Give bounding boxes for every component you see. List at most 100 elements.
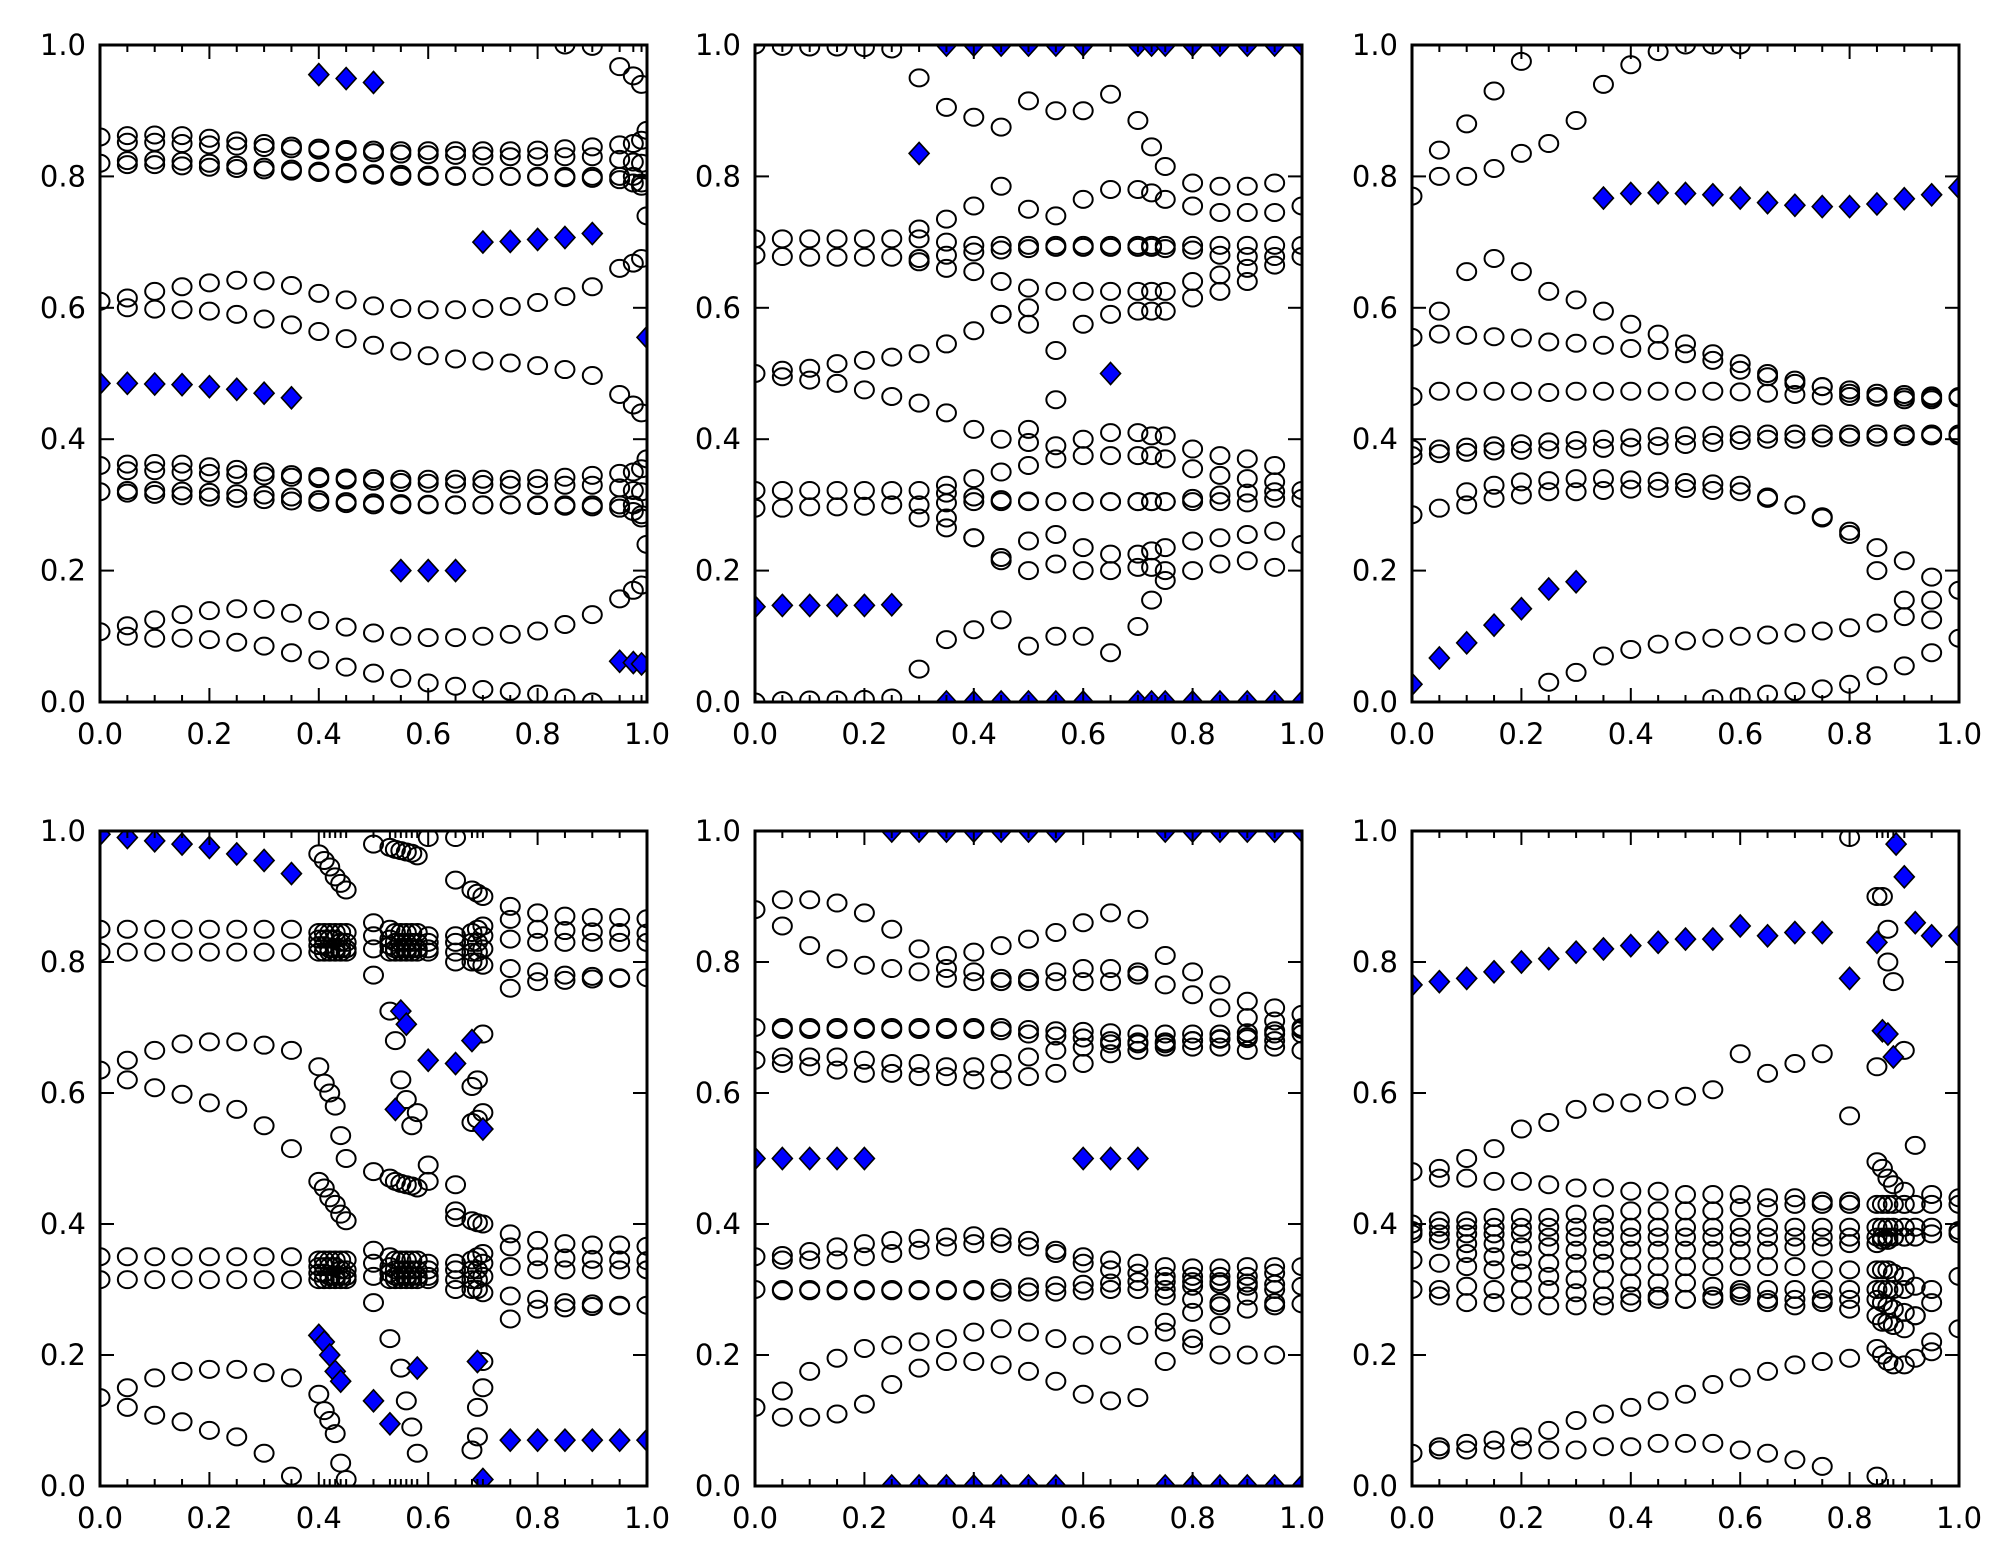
circle-point [1045, 972, 1067, 992]
circle-point [116, 626, 138, 646]
circle-point [313, 1073, 335, 1093]
circle-point [755, 1280, 766, 1299]
circle-point [1729, 626, 1751, 646]
circle-point [1757, 1443, 1779, 1463]
circle-point [1456, 1293, 1478, 1313]
circle-point [466, 1397, 488, 1417]
circle-point [1045, 1063, 1067, 1083]
circle-point [935, 968, 957, 988]
circle-point [1018, 91, 1039, 111]
circle-point [226, 488, 248, 508]
circle-point [472, 955, 494, 975]
circle-point [1839, 831, 1861, 848]
circle-point [1456, 1211, 1478, 1231]
circle-point [963, 321, 985, 341]
circle-point [963, 235, 985, 255]
circle-point [335, 617, 357, 637]
circle-series-10 [100, 575, 647, 648]
circle-series-14 [935, 508, 1302, 581]
circle-point [1182, 561, 1204, 581]
circle-point [1620, 1286, 1642, 1306]
circle-point [466, 919, 488, 939]
circle-point [554, 965, 576, 985]
circle-point [1209, 245, 1231, 265]
circle-point [935, 334, 957, 354]
x-tick-label: 0.6 [405, 1501, 451, 1535]
circle-point [1866, 666, 1888, 686]
circle-point [631, 508, 647, 528]
circle-point [990, 1227, 1012, 1247]
circle-point [1154, 301, 1176, 321]
circle-point [1428, 1253, 1450, 1273]
diamond-series [1412, 831, 1959, 1070]
circle-point [335, 1469, 357, 1486]
circle-point [1784, 1355, 1806, 1375]
circle-point [1921, 426, 1943, 446]
circle-point [881, 247, 903, 267]
circle-point [1729, 1368, 1751, 1388]
circle-point [1018, 239, 1039, 259]
circle-point [636, 449, 647, 469]
circle-point [330, 932, 352, 952]
circle-point [319, 1411, 341, 1430]
circle-point [1784, 1450, 1806, 1470]
circle-point [1100, 1044, 1122, 1064]
circle-point [1291, 247, 1302, 267]
circle-series-5 [1412, 381, 1959, 408]
circle-point [116, 155, 138, 175]
circle-point [171, 134, 193, 154]
circle-point [1592, 335, 1614, 355]
circle-point [116, 1247, 138, 1267]
circle-point [401, 1116, 423, 1136]
circle-point [1072, 314, 1094, 334]
circle-point [1647, 45, 1669, 62]
circle-point [1456, 437, 1478, 457]
circle-point [853, 903, 875, 923]
circle-point [1045, 962, 1067, 982]
circle-point [1757, 1257, 1779, 1277]
circle-point [1757, 1361, 1779, 1381]
circle-point [771, 1407, 793, 1427]
circle-point [445, 1270, 467, 1290]
circle-point [253, 1270, 275, 1290]
circle-point [1018, 419, 1039, 439]
circle-point [1209, 1274, 1231, 1294]
diamond-point [553, 1427, 577, 1453]
y-tick-label: 0.0 [1352, 1469, 1398, 1503]
circle-point [1127, 281, 1149, 301]
x-tick-label: 0.0 [1389, 1501, 1435, 1535]
circle-point [406, 1178, 428, 1198]
circle-point [1510, 1296, 1532, 1316]
circle-series-14 [1428, 1283, 1943, 1352]
circle-point [581, 277, 603, 297]
circle-point [1839, 1106, 1861, 1126]
circle-point [319, 1083, 341, 1103]
circle-point [390, 473, 412, 493]
circle-point [1510, 1217, 1532, 1237]
diamond-point [1290, 45, 1302, 58]
diamond-point [798, 593, 821, 618]
circle-point [1291, 235, 1302, 255]
circle-point [1264, 247, 1286, 267]
circle-point [313, 936, 335, 956]
circle-point [1647, 1090, 1669, 1110]
circle-point [1871, 887, 1893, 906]
circle-series-29 [466, 1378, 494, 1417]
circle-series-6 [445, 870, 494, 906]
circle-point [280, 275, 302, 295]
circle-point [990, 462, 1012, 482]
circle-point [1264, 1274, 1286, 1294]
circle-point [1072, 972, 1094, 992]
circle-point [390, 298, 412, 318]
circle-point [1729, 1198, 1751, 1218]
circle-point [1209, 528, 1231, 548]
diamond-point [1674, 181, 1697, 206]
circle-point [581, 137, 603, 157]
circle-point [472, 351, 494, 371]
circle-point [313, 929, 335, 949]
circle-series-2 [116, 132, 647, 173]
circle-point [313, 1270, 335, 1290]
circle-point [445, 474, 467, 494]
circle-series-13 [116, 1070, 357, 1231]
circle-series-0 [100, 120, 647, 161]
